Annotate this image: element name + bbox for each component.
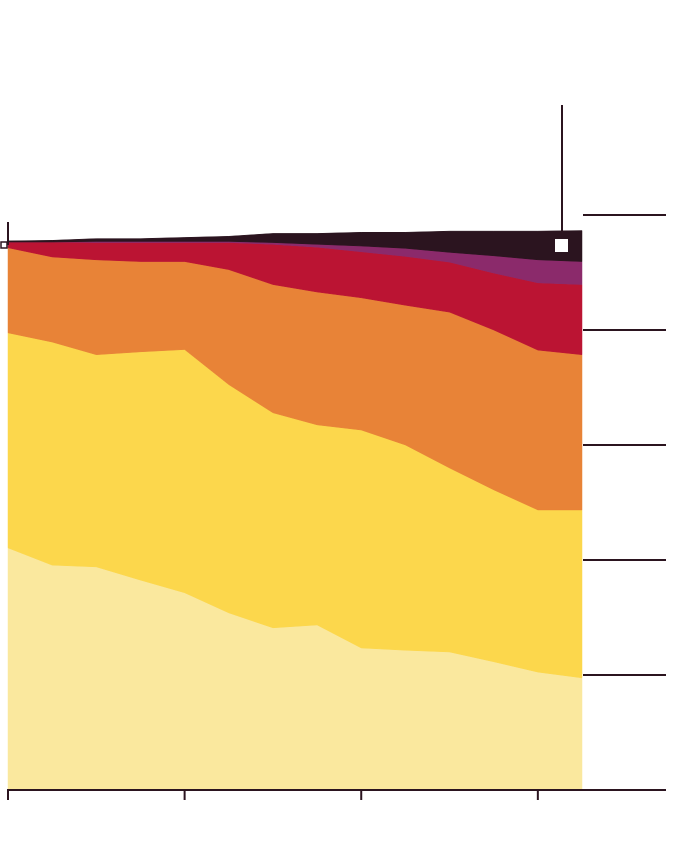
areas [7, 230, 583, 791]
area [7, 230, 583, 262]
axes [7, 214, 666, 800]
start-marker [0, 241, 8, 249]
end-marker [555, 239, 568, 252]
